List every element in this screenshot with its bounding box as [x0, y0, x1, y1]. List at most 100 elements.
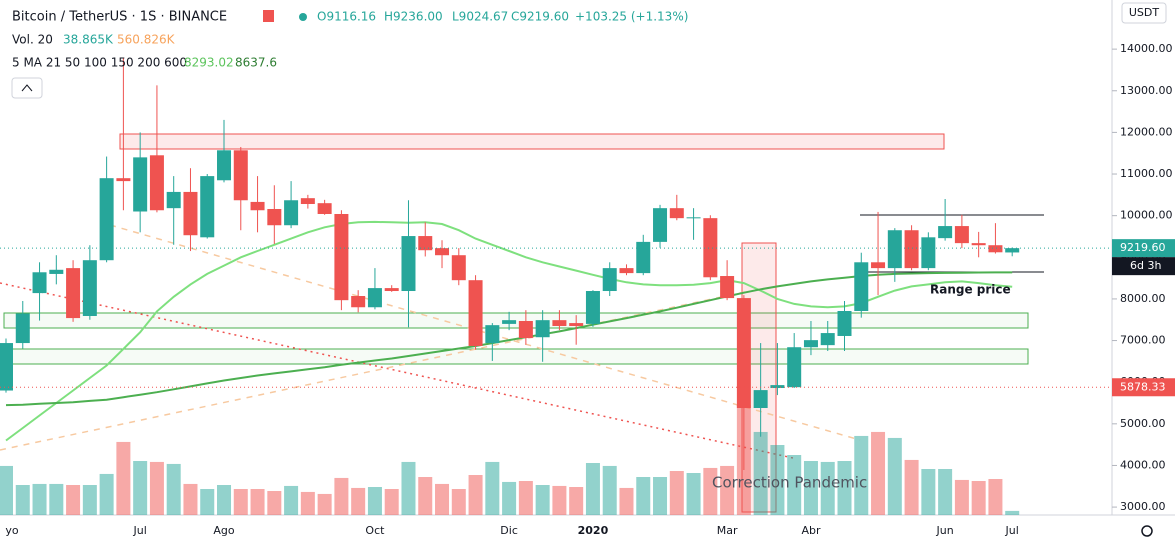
candle-body: [954, 226, 969, 244]
ma-value: 8293.02: [184, 56, 234, 70]
volume-bar: [49, 483, 64, 515]
y-tick-label: 5000.00: [1120, 417, 1166, 430]
candle-body: [1005, 248, 1020, 253]
candle-body: [451, 255, 466, 281]
volume-bar: [669, 471, 684, 515]
volume-bar: [954, 479, 969, 515]
candle-body: [602, 268, 617, 292]
candle-body: [317, 203, 332, 214]
candle-body: [770, 385, 785, 389]
volume-bar: [770, 445, 785, 515]
volume-label: Vol. 20: [12, 33, 53, 47]
candle-body: [904, 230, 919, 269]
volume-bar: [854, 435, 869, 515]
settings-icon[interactable]: [1141, 525, 1153, 537]
ohlc-low: L9024.67: [452, 10, 508, 24]
candle-body: [921, 237, 936, 269]
candle-body: [837, 310, 852, 336]
volume-ma: 560.826K: [117, 33, 176, 47]
ohlc-close: C9219.60: [511, 10, 569, 24]
ohlc-open: O9116.16: [317, 10, 376, 24]
candle-body: [535, 320, 550, 338]
candle-body: [653, 208, 668, 242]
volume-bar: [686, 473, 701, 515]
volume-bar: [133, 461, 148, 515]
candle-body: [267, 208, 282, 226]
volume-bar: [636, 477, 651, 515]
volume-bar: [300, 491, 315, 515]
y-tick-label: 4000.00: [1120, 458, 1166, 471]
candle-body: [49, 269, 64, 274]
annotation: Range price: [930, 283, 1011, 297]
volume-bar: [938, 469, 953, 515]
candle-body: [569, 323, 584, 326]
candle-body: [854, 262, 869, 311]
volume-bar: [418, 477, 433, 515]
candle-body: [686, 217, 701, 219]
candle-body: [585, 291, 600, 324]
candle-body: [753, 390, 768, 409]
candle-body: [233, 150, 248, 201]
candle-body: [284, 200, 299, 226]
candle-body: [82, 260, 97, 316]
candle-body: [485, 325, 500, 344]
candle-body: [300, 198, 315, 205]
candle-body: [787, 347, 802, 388]
x-tick-label: Jul: [1005, 524, 1019, 537]
candle-body: [703, 218, 718, 278]
candle-body: [116, 178, 131, 182]
plot: [0, 57, 1044, 515]
volume-bar: [703, 467, 718, 515]
volume-bar: [602, 465, 617, 515]
volume-bar: [317, 493, 332, 515]
candle-body: [971, 243, 986, 246]
candle-body: [720, 276, 735, 299]
x-tick-label: Ago: [213, 524, 235, 537]
volume-bar: [535, 485, 550, 515]
x-tick-label: 2020: [578, 524, 609, 537]
volume-bar: [233, 489, 248, 515]
x-tick-label: Abr: [801, 524, 821, 537]
currency-button[interactable]: [1121, 2, 1167, 24]
flag-icon: [263, 10, 274, 22]
moving-average: [5, 271, 1013, 407]
candle-body: [938, 226, 953, 239]
candle-body: [133, 157, 148, 212]
collapse-button[interactable]: [11, 77, 43, 99]
x-tick-label: Mar: [717, 524, 738, 537]
volume-bar: [971, 481, 986, 515]
price-badge: [1112, 378, 1175, 397]
trend-line: [109, 224, 861, 441]
volume-bar: [502, 481, 517, 515]
candle-body: [871, 262, 886, 269]
x-tick-label: Jul: [133, 524, 147, 537]
candle-body: [183, 191, 198, 236]
candle-body: [803, 340, 818, 348]
candle-body: [518, 320, 533, 339]
price-badge-label: 5878.33: [1120, 380, 1166, 393]
candle-body: [351, 296, 366, 308]
volume-bar: [250, 489, 265, 515]
candle-body: [736, 298, 751, 409]
volume-bar: [552, 485, 567, 515]
volume-bar: [988, 479, 1003, 515]
support-zone: [3, 348, 1029, 365]
status-dot: [299, 13, 307, 21]
candle-body: [401, 236, 416, 292]
candle-body: [988, 245, 1003, 253]
volume-bar: [401, 461, 416, 515]
candle-body: [149, 155, 164, 211]
candle-body: [636, 241, 651, 274]
candle-body: [217, 150, 232, 181]
y-tick-label: 3000.00: [1120, 500, 1166, 513]
candle-body: [820, 333, 835, 346]
x-tick-label: Jun: [936, 524, 954, 537]
volume-bar: [166, 463, 181, 515]
candle-body: [334, 213, 349, 301]
volume-bar: [887, 437, 902, 515]
y-tick-label: 7000.00: [1120, 334, 1166, 347]
volume-bar: [871, 431, 886, 515]
volume-bar: [518, 481, 533, 515]
x-tick-label: Dic: [500, 524, 518, 537]
y-tick-label: 13000.00: [1120, 84, 1173, 97]
